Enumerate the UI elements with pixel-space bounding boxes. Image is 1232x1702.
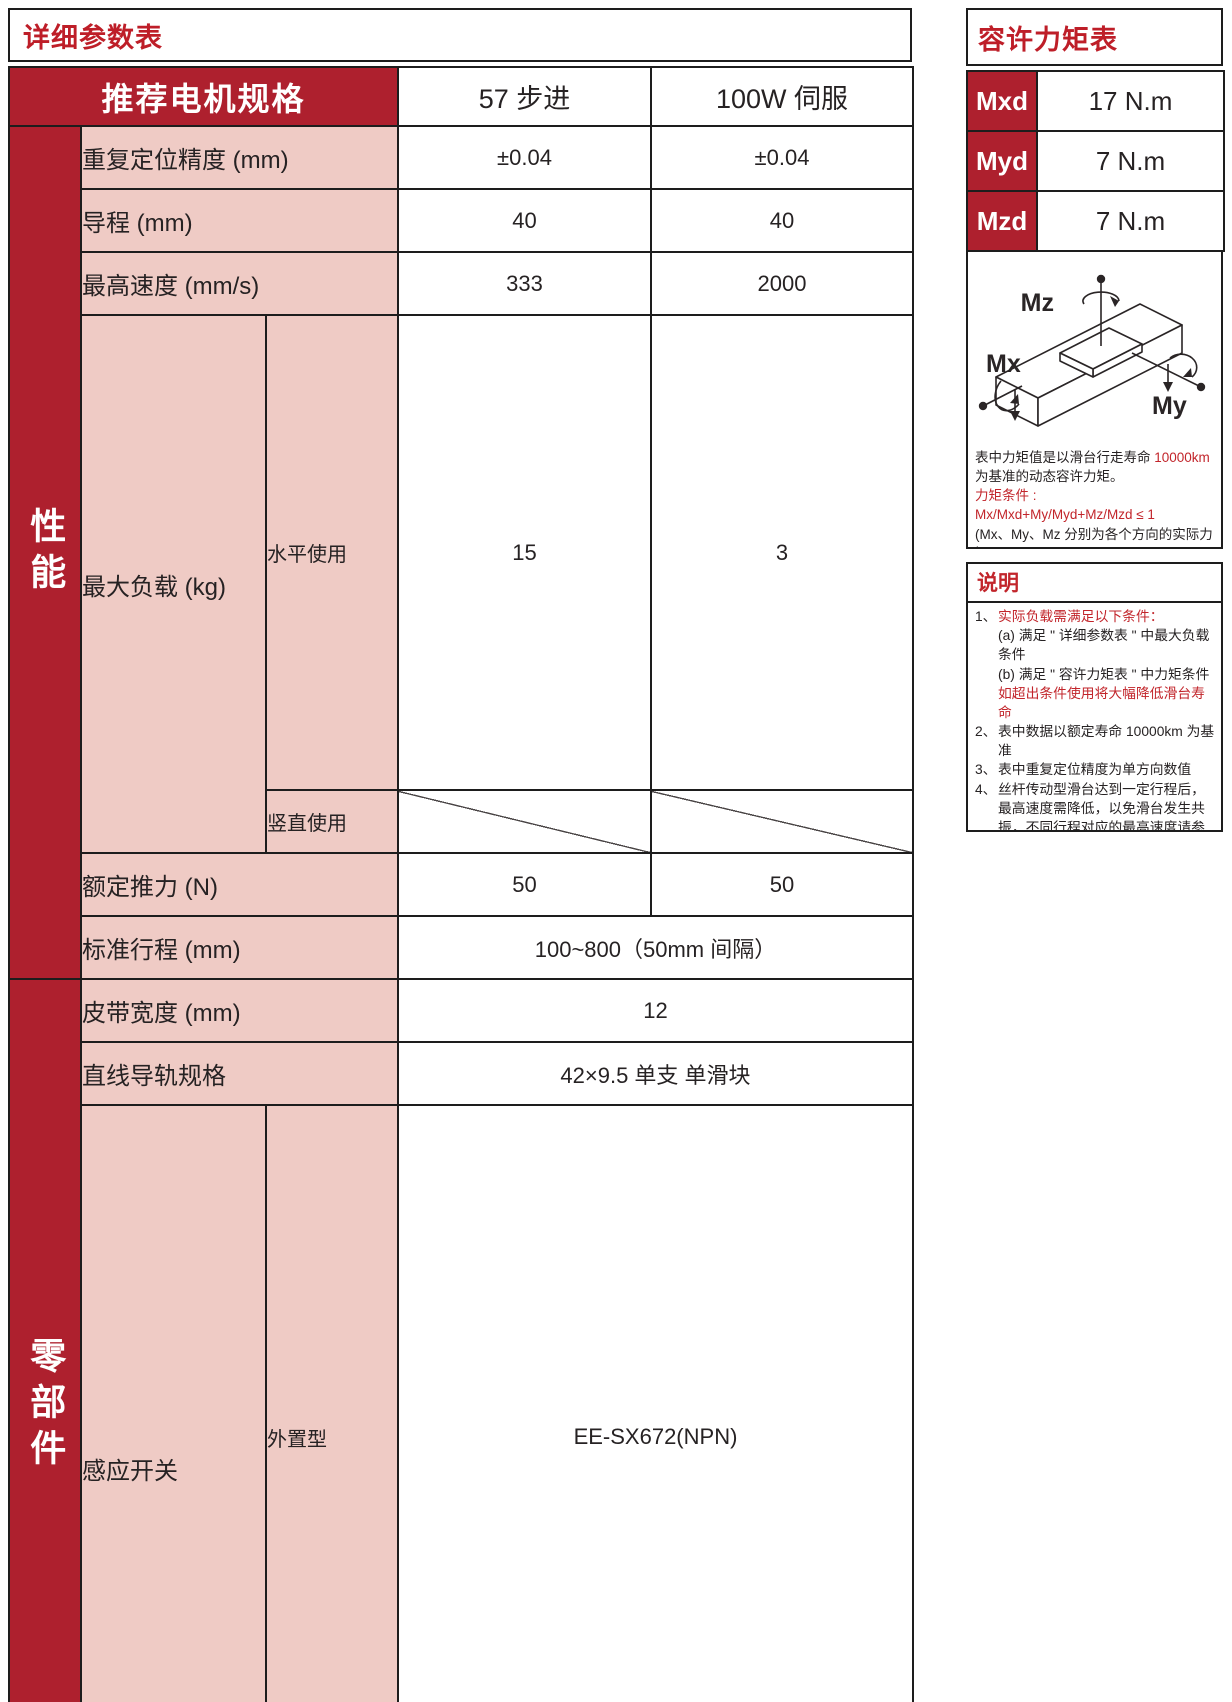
max-load-horizontal-servo-value: 3 (651, 315, 913, 790)
notes-list: 1、 实际负载需满足以下条件： (a) 满足 " 详细参数表 " 中最大负载条件… (968, 603, 1221, 832)
params-title-box: 详细参数表 (8, 8, 912, 62)
moment-condition-note: (Mx、My、Mz 分别为各个方向的实际力矩 ) (975, 525, 1216, 549)
sensor-switch-label: 感应开关 (81, 1105, 266, 1702)
notes-title: 说明 (968, 564, 1221, 603)
row-rated-thrust: 额定推力 (N) 50 50 (9, 853, 913, 916)
torque-mzd-label: Mzd (967, 191, 1037, 251)
torque-row-mxd: Mxd 17 N.m (967, 71, 1224, 131)
belt-width-value: 12 (398, 979, 913, 1042)
row-max-load-horizontal: 最大负载 (kg) 水平使用 15 3 (9, 315, 913, 790)
moment-note-basis: 表中力矩值是以滑台行走寿命 10000km 为基准的动态容许力矩。 (975, 448, 1216, 486)
note-item-3: 3、 表中重复定位精度为单方向数值 (975, 760, 1217, 779)
torque-mzd-value: 7 N.m (1037, 191, 1224, 251)
row-sensor-external: 感应开关 外置型 EE-SX672(NPN) (9, 1105, 913, 1702)
torque-row-mzd: Mzd 7 N.m (967, 191, 1224, 251)
lead-step-value: 40 (398, 189, 651, 252)
rated-thrust-label: 额定推力 (N) (81, 853, 398, 916)
repeat-accuracy-label: 重复定位精度 (mm) (81, 126, 398, 189)
sensor-external-label: 外置型 (266, 1105, 398, 1702)
section-parts: 零部件 (9, 979, 81, 1702)
note-item-4: 4、 丝杆传动型滑台达到一定行程后，最高速度需降低，以免滑台发生共振，不同行程对… (975, 780, 1217, 832)
max-load-vertical-label: 竖直使用 (266, 790, 398, 853)
max-speed-step-value: 333 (398, 252, 651, 315)
section-performance-label: 性能 (10, 127, 80, 978)
max-speed-servo-value: 2000 (651, 252, 913, 315)
torque-myd-label: Myd (967, 131, 1037, 191)
belt-width-label: 皮带宽度 (mm) (81, 979, 398, 1042)
torque-row-myd: Myd 7 N.m (967, 131, 1224, 191)
torque-title-box: 容许力矩表 (966, 8, 1223, 66)
linear-guide-label: 直线导轨规格 (81, 1042, 398, 1105)
rated-thrust-servo-value: 50 (651, 853, 913, 916)
repeat-accuracy-servo-value: ±0.04 (651, 126, 913, 189)
linear-guide-value: 42×9.5 单支 单滑块 (398, 1042, 913, 1105)
torque-mxd-label: Mxd (967, 71, 1037, 131)
row-max-speed: 最高速度 (mm/s) 333 2000 (9, 252, 913, 315)
section-parts-label: 零部件 (10, 980, 80, 1702)
lead-servo-value: 40 (651, 189, 913, 252)
params-title: 详细参数表 (23, 16, 163, 55)
row-repeat-accuracy: 性能 重复定位精度 (mm) ±0.04 ±0.04 (9, 126, 913, 189)
max-load-vertical-step-na-diagonal (398, 790, 651, 853)
row-linear-guide: 直线导轨规格 42×9.5 单支 单滑块 (9, 1042, 913, 1105)
notes-panel: 说明 1、 实际负载需满足以下条件： (a) 满足 " 详细参数表 " 中最大负… (966, 562, 1223, 832)
max-load-label: 最大负载 (kg) (81, 315, 266, 853)
header-col-servo: 100W 伺服 (651, 67, 913, 126)
rated-thrust-step-value: 50 (398, 853, 651, 916)
mx-axis-label: Mx (986, 350, 1021, 378)
sensor-external-value: EE-SX672(NPN) (398, 1105, 913, 1702)
standard-stroke-value: 100~800（50mm 间隔） (398, 916, 913, 979)
header-col-stepper: 57 步进 (398, 67, 651, 126)
torque-myd-value: 7 N.m (1037, 131, 1224, 191)
standard-stroke-label: 标准行程 (mm) (81, 916, 398, 979)
moment-note: 表中力矩值是以滑台行走寿命 10000km 为基准的动态容许力矩。 力矩条件 :… (968, 448, 1221, 549)
max-speed-label: 最高速度 (mm/s) (81, 252, 398, 315)
row-standard-stroke: 标准行程 (mm) 100~800（50mm 间隔） (9, 916, 913, 979)
moment-note-life-value: 10000km (1154, 450, 1210, 465)
section-performance: 性能 (9, 126, 81, 979)
moment-condition-title: 力矩条件 : (975, 486, 1216, 505)
row-lead: 导程 (mm) 40 40 (9, 189, 913, 252)
moment-condition-formula: Mx/Mxd+My/Myd+Mz/Mzd ≤ 1 (975, 505, 1216, 524)
lead-label: 导程 (mm) (81, 189, 398, 252)
max-load-vertical-servo-na-diagonal (651, 790, 913, 853)
torque-mxd-value: 17 N.m (1037, 71, 1224, 131)
moment-diagram-box: Mz Mx My 表中力矩值是以滑台行走寿命 10000km 为基准的动态容许力… (966, 252, 1223, 549)
params-table: 推荐电机规格 57 步进 100W 伺服 性能 重复定位精度 (mm) ±0.0… (8, 66, 914, 1702)
note-item-1: 1、 实际负载需满足以下条件： (a) 满足 " 详细参数表 " 中最大负载条件… (975, 607, 1217, 722)
detailed-params-panel: 详细参数表 推荐电机规格 57 步进 100W 伺服 性能 重复定位精度 (mm… (8, 8, 912, 1702)
max-load-horizontal-step-value: 15 (398, 315, 651, 790)
my-axis-label: My (1152, 392, 1187, 420)
repeat-accuracy-step-value: ±0.04 (398, 126, 651, 189)
mz-axis-label: Mz (1020, 289, 1053, 317)
params-header-row: 推荐电机规格 57 步进 100W 伺服 (9, 67, 913, 126)
moment-axes-diagram: Mz Mx My (972, 256, 1218, 448)
torque-notes-panel: 容许力矩表 Mxd 17 N.m Myd 7 N.m Mzd 7 N.m (966, 8, 1223, 832)
header-motor-spec: 推荐电机规格 (9, 67, 398, 126)
row-belt-width: 零部件 皮带宽度 (mm) 12 (9, 979, 913, 1042)
note-item-2: 2、 表中数据以额定寿命 10000km 为基准 (975, 722, 1217, 760)
max-load-horizontal-label: 水平使用 (266, 315, 398, 790)
torque-table: Mxd 17 N.m Myd 7 N.m Mzd 7 N.m (966, 70, 1225, 252)
torque-title: 容许力矩表 (978, 18, 1118, 57)
